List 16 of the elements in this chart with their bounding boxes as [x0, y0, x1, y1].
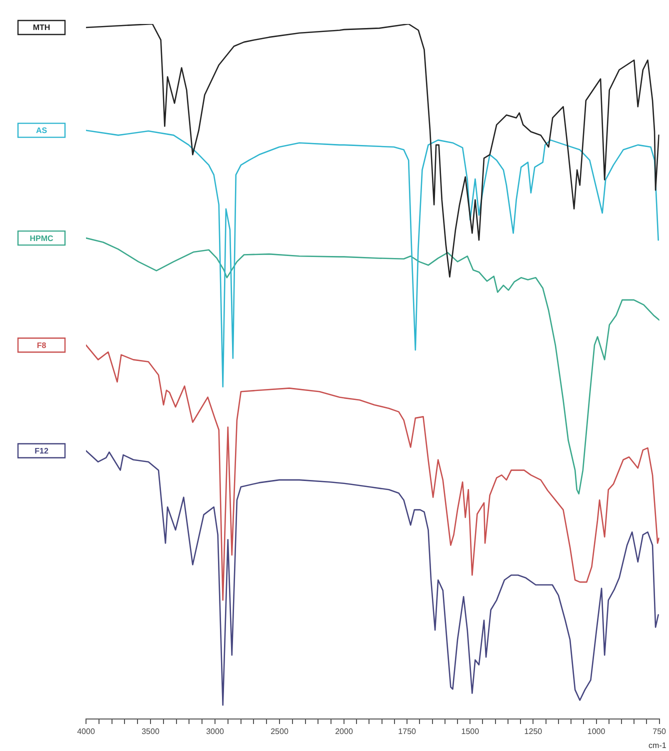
text: MTH: [32, 23, 50, 32]
x-tick-label: 2500: [270, 727, 289, 736]
text: F8: [36, 340, 47, 350]
x-tick-label: 4000: [77, 727, 96, 736]
x-tick-label: 2000: [335, 727, 354, 736]
text: F12: [34, 446, 49, 456]
x-tick-label: 1250: [524, 727, 543, 736]
text: AS: [36, 126, 48, 136]
x-tick-label: 3500: [142, 727, 160, 736]
x-tick-label: 3000: [206, 727, 224, 736]
x-tick-label: 1000: [587, 727, 606, 736]
x-tick-label: 1750: [398, 727, 417, 736]
x-tick-label: 750: [652, 727, 667, 736]
x-tick-label: 1500: [461, 727, 480, 736]
x-axis-title: cm-1: [648, 741, 667, 750]
text: HPMC: [30, 234, 54, 243]
